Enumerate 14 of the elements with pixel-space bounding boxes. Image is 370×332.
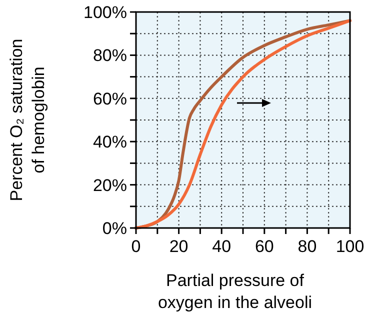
y-tick-label: 80%: [92, 46, 127, 66]
y-tick-label: 40%: [92, 132, 127, 152]
x-axis-title: Partial pressure of oxygen in the alveoli: [158, 271, 312, 312]
y-axis-title: Percent O₂ saturation of hemoglobin: [7, 38, 48, 202]
y-tick-label: 100%: [84, 3, 127, 22]
x-tick-label: 40: [212, 237, 232, 256]
y-tick-label: 20%: [92, 176, 127, 195]
x-tick-label: 100: [336, 237, 364, 256]
x-tick-label: 60: [254, 237, 274, 256]
x-tick-label: 20: [169, 237, 188, 256]
y-tick-label: 0%: [102, 219, 127, 238]
x-tick-label: 80: [298, 237, 317, 256]
x-tick-label: 0: [131, 237, 141, 256]
y-tick-label: 60%: [92, 89, 127, 108]
